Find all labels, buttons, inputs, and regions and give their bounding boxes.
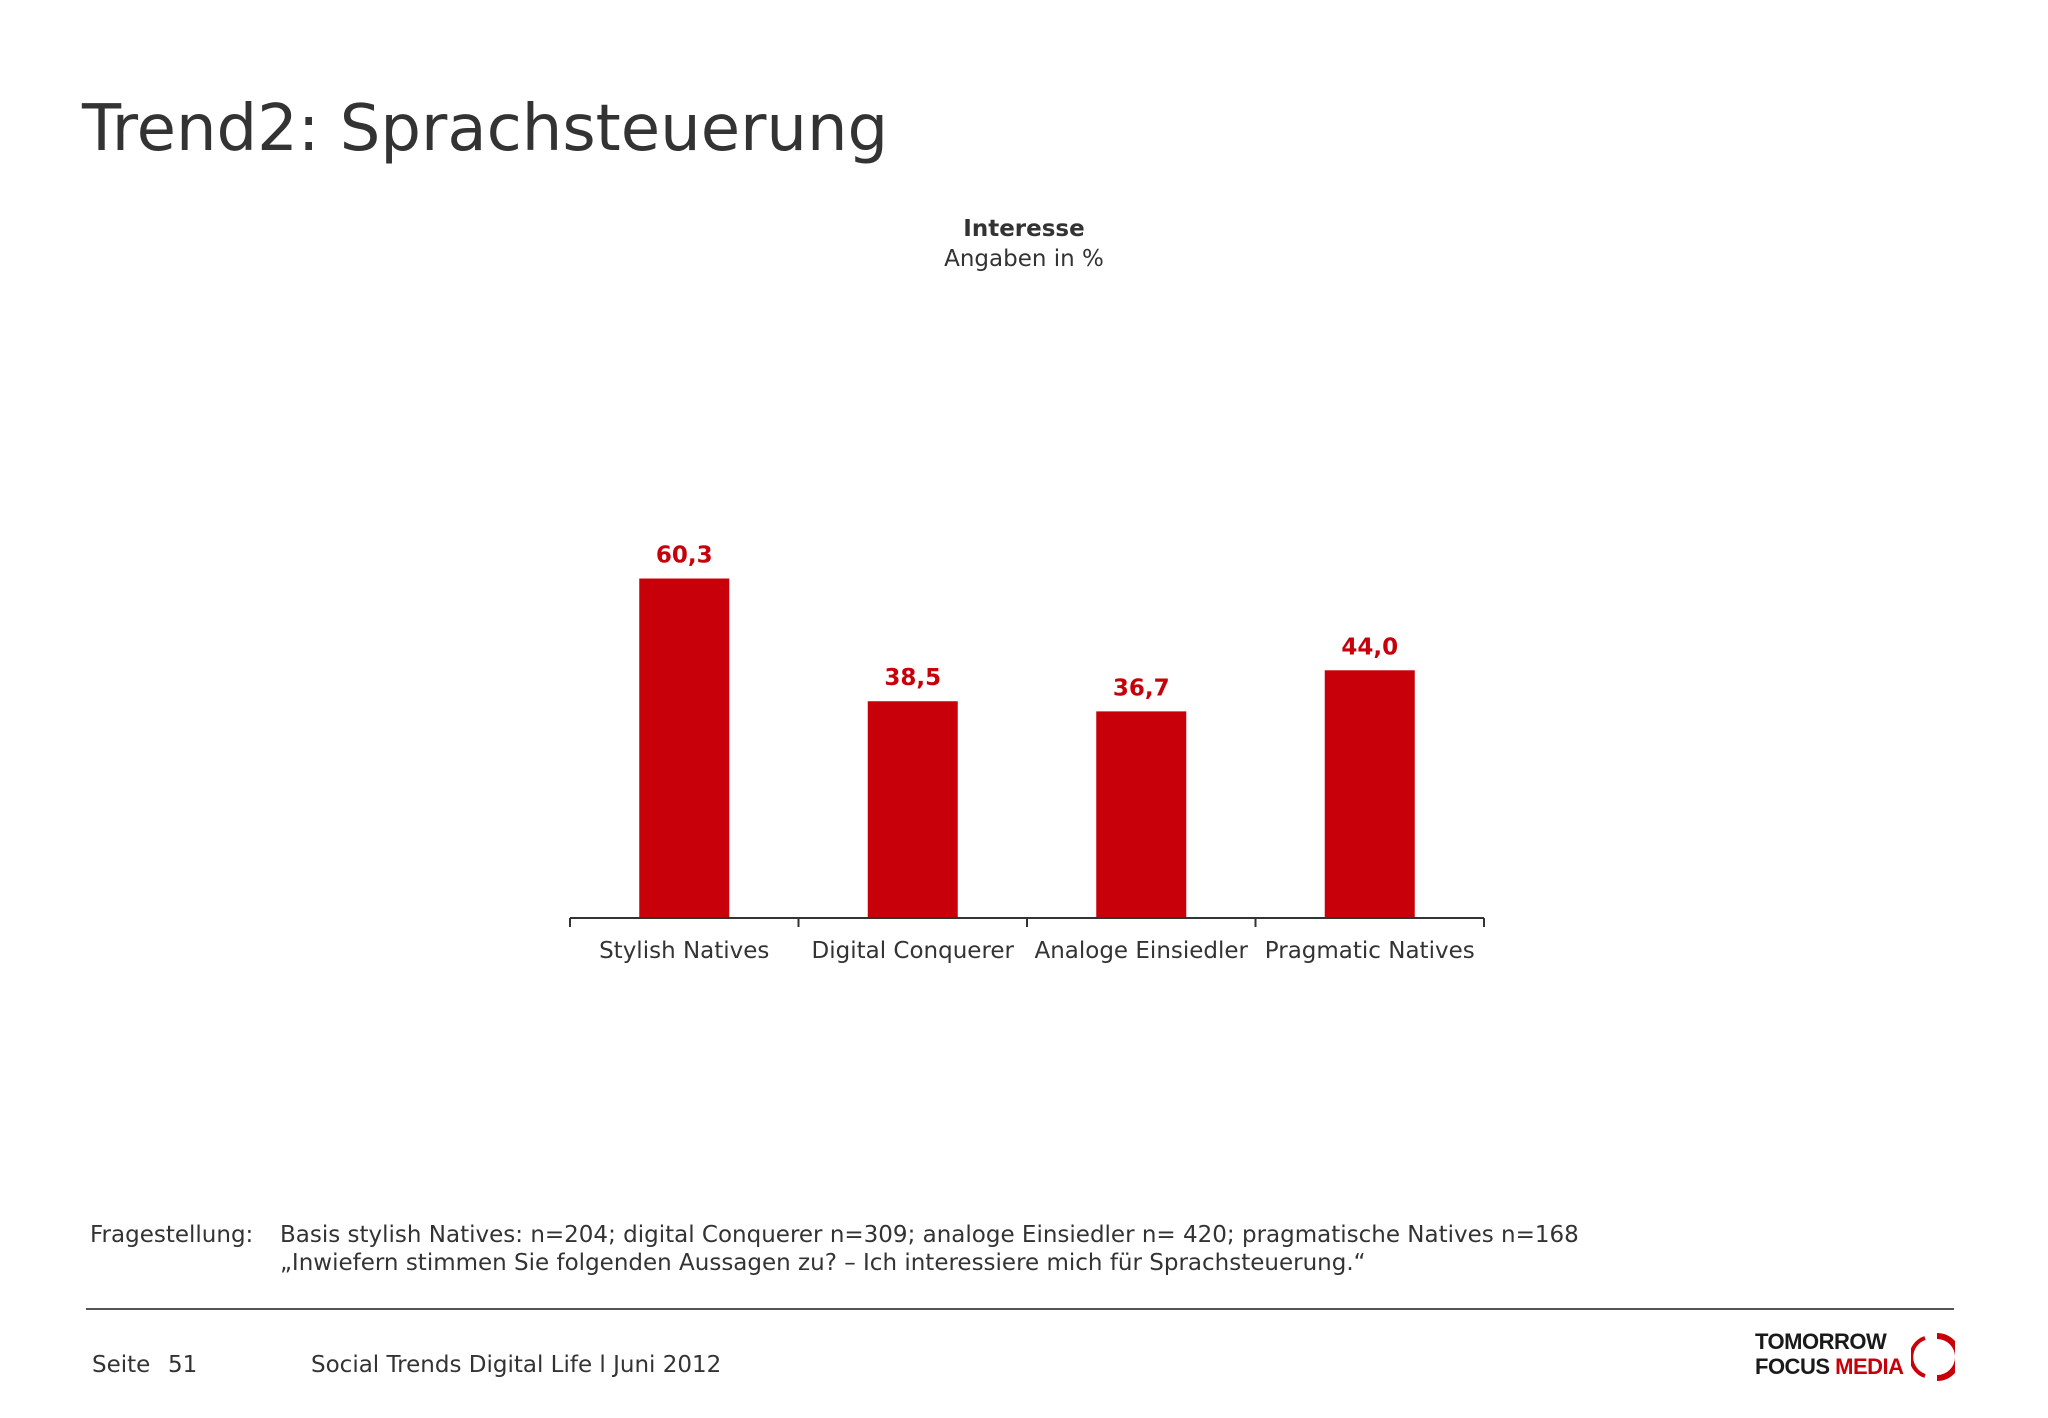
x-tick-label: Stylish Natives	[599, 938, 769, 964]
x-tick-label: Pragmatic Natives	[1265, 938, 1475, 964]
footnote-label: Fragestellung:	[90, 1222, 254, 1248]
data-label: 38,5	[884, 665, 941, 691]
footnote-question: „Inwiefern stimmen Sie folgenden Aussage…	[280, 1250, 1366, 1276]
bar	[867, 701, 958, 918]
data-label: 36,7	[1113, 675, 1170, 701]
logo-line-1: TOMORROW	[1755, 1329, 1887, 1354]
footnote-base: Basis stylish Natives: n=204; digital Co…	[280, 1222, 1579, 1248]
footer-text: Social Trends Digital Life l Juni 2012	[311, 1352, 722, 1378]
x-tick-label: Analoge Einsiedler	[1034, 938, 1248, 964]
footer-divider	[86, 1308, 1954, 1310]
bar	[1096, 711, 1187, 918]
logo-word-focus: FOCUS	[1755, 1354, 1830, 1379]
logo-word-media: MEDIA	[1835, 1354, 1904, 1379]
data-label: 44,0	[1341, 634, 1398, 660]
logo-line-2: FOCUS MEDIA	[1755, 1355, 1904, 1379]
chart-subtitle: Angaben in %	[944, 246, 1104, 272]
chart-title: Interesse	[963, 216, 1085, 242]
company-logo: TOMORROW FOCUS MEDIA	[1755, 1328, 1955, 1388]
x-tick-label: Digital Conquerer	[812, 938, 1015, 964]
bar	[1324, 670, 1415, 918]
page-number: 51	[168, 1352, 198, 1378]
page-title: Trend2: Sprachsteuerung	[82, 92, 889, 166]
logo-bracket-icon	[1911, 1333, 1955, 1381]
bar	[639, 578, 730, 918]
page-label: Seite	[92, 1352, 151, 1378]
data-label: 60,3	[656, 543, 713, 569]
